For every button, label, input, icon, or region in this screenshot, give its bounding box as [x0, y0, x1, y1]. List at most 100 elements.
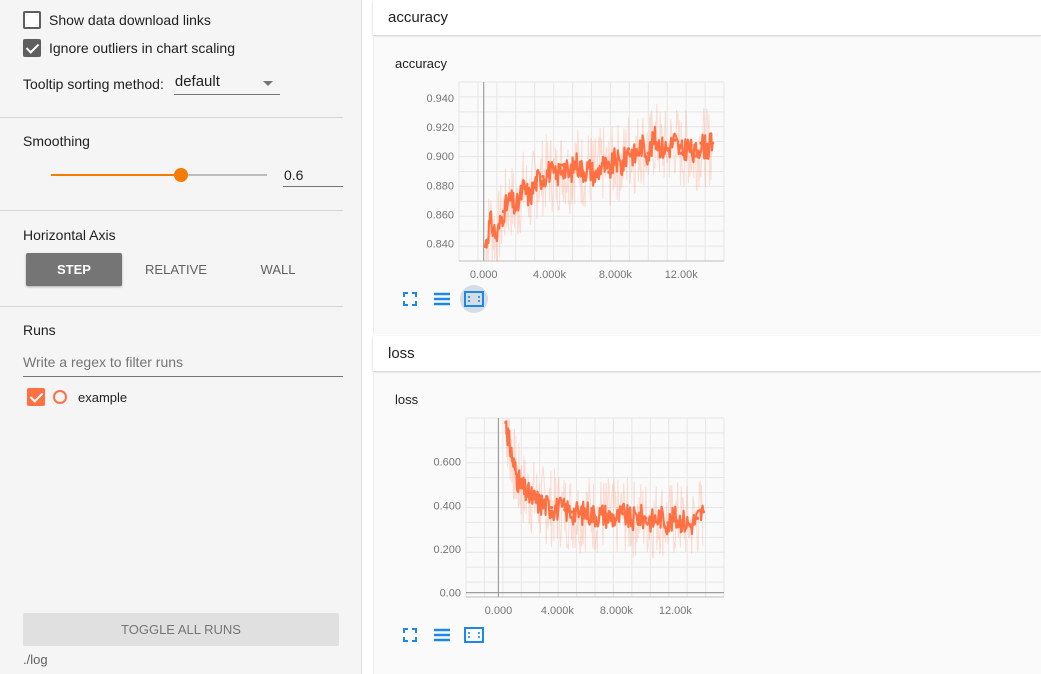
data-point — [567, 173, 571, 177]
show-download-links-label: Show data download links — [49, 12, 211, 28]
smoothing-slider-fill — [51, 174, 181, 176]
data-point — [640, 143, 644, 147]
accuracy-card-header[interactable]: accuracy — [373, 0, 1041, 36]
divider — [0, 306, 343, 307]
axis-relative-button[interactable]: RELATIVE — [145, 262, 207, 277]
data-point — [600, 161, 604, 166]
data-point — [644, 516, 648, 520]
data-point — [600, 512, 604, 516]
fit-domain-button[interactable] — [460, 285, 488, 313]
data-point — [577, 512, 582, 516]
fullscreen-button[interactable] — [398, 287, 422, 311]
data-point — [538, 501, 542, 505]
tooltip-sorting-value: default — [174, 73, 220, 90]
data-point — [659, 514, 663, 518]
data-point — [495, 234, 499, 238]
run-label: example — [78, 389, 128, 405]
loss-chart-title: loss — [395, 392, 419, 407]
loss-card: loss 0.00 0.200 0.400 0.600 0.000 4.000k 8.000… — [373, 373, 1041, 674]
data-point — [673, 138, 677, 142]
data-point — [620, 164, 624, 168]
fullscreen-button[interactable] — [398, 623, 422, 647]
y-tick-label: 0.900 — [426, 151, 454, 163]
y-tick-label: 0.600 — [433, 457, 461, 469]
axis-wall-button[interactable]: WALL — [260, 262, 296, 277]
y-tick-label: 0.840 — [426, 239, 454, 251]
data-point — [526, 492, 530, 496]
data-point — [701, 510, 705, 514]
data-point — [614, 516, 618, 520]
data-point — [511, 460, 515, 464]
runs-title: Runs — [23, 322, 56, 338]
run-filter-placeholder: Write a regex to filter runs — [23, 354, 184, 370]
data-point — [653, 137, 657, 141]
fit-domain-icon — [464, 627, 484, 643]
ignore-outliers-option[interactable]: Ignore outliers in chart scaling — [23, 39, 235, 57]
data-point — [587, 166, 591, 170]
data-point — [515, 207, 519, 211]
data-point — [646, 151, 650, 155]
ignore-outliers-checkbox[interactable] — [23, 39, 41, 57]
tooltip-sorting-dropdown[interactable]: default — [173, 72, 280, 95]
data-point — [541, 175, 545, 179]
data-point — [508, 198, 512, 202]
data-point — [528, 195, 532, 199]
data-point — [483, 244, 487, 248]
data-point — [692, 154, 696, 158]
smoothing-slider-knob[interactable] — [173, 168, 188, 182]
smoothing-title: Smoothing — [23, 133, 90, 149]
run-color-radio[interactable] — [53, 390, 67, 404]
show-download-links-option[interactable]: Show data download links — [23, 11, 211, 29]
loss-chart[interactable]: 0.00 0.200 0.400 0.600 0.000 4.000k 8.000k 12.0… — [374, 373, 774, 623]
data-point — [673, 516, 677, 520]
data-point — [534, 179, 538, 183]
grid — [465, 417, 725, 598]
loss-header-label: loss — [388, 345, 415, 362]
run-filter-input[interactable]: Write a regex to filter runs — [23, 354, 343, 377]
data-point — [666, 147, 670, 151]
accuracy-chart-title: accuracy — [395, 56, 448, 71]
ignore-outliers-label: Ignore outliers in chart scaling — [49, 40, 235, 56]
data-point — [561, 163, 565, 167]
smoothed-series-line — [504, 420, 705, 536]
data-point — [521, 186, 525, 190]
data-point — [592, 513, 596, 517]
loss-card-header[interactable]: loss — [373, 336, 1041, 372]
fit-domain-button[interactable] — [462, 623, 486, 647]
fullscreen-icon — [403, 292, 417, 306]
data-point — [699, 141, 703, 145]
smoothing-input[interactable]: 0.6 — [283, 163, 343, 187]
toggle-all-runs-button[interactable]: TOGGLE ALL RUNS — [23, 613, 339, 646]
smoothed-series-line — [484, 125, 714, 249]
data-point — [547, 169, 552, 173]
x-tick-label: 8.000k — [599, 269, 633, 281]
y-tick-label: 0.920 — [426, 122, 454, 134]
data-point — [585, 510, 589, 514]
x-tick-label: 0.000 — [470, 269, 498, 281]
fit-domain-icon — [464, 291, 484, 307]
tooltip-sorting-label: Tooltip sorting method: — [23, 75, 164, 92]
run-checkbox[interactable] — [27, 388, 45, 406]
data-point — [659, 145, 664, 150]
toggle-log-scale-button[interactable] — [430, 287, 454, 311]
data-point — [549, 505, 554, 510]
data-point — [613, 157, 617, 161]
horizontal-axis-title: Horizontal Axis — [23, 227, 116, 243]
axis-step-button[interactable]: STEP — [26, 253, 122, 286]
x-tick-label: 12.00k — [659, 605, 693, 617]
sidebar: Show data download links Ignore outliers… — [0, 0, 362, 674]
data-point — [544, 503, 548, 507]
list-icon — [434, 628, 450, 642]
data-point — [532, 497, 536, 501]
y-tick-label: 0.860 — [426, 209, 454, 221]
toggle-log-scale-button[interactable] — [430, 623, 454, 647]
data-point — [555, 507, 559, 511]
data-point — [705, 147, 710, 151]
data-point — [507, 438, 511, 442]
dropdown-arrow-icon — [262, 81, 273, 86]
smoothing-slider[interactable] — [51, 168, 267, 182]
show-download-links-checkbox[interactable] — [23, 11, 41, 29]
logdir-label: ./log — [23, 652, 48, 667]
accuracy-chart[interactable]: 0.840 0.860 0.880 0.900 0.920 0.940 0.000 4.000… — [374, 37, 774, 287]
accuracy-card: accuracy 0.840 0.860 0.880 0.900 0.920 0.940 0… — [373, 37, 1041, 334]
